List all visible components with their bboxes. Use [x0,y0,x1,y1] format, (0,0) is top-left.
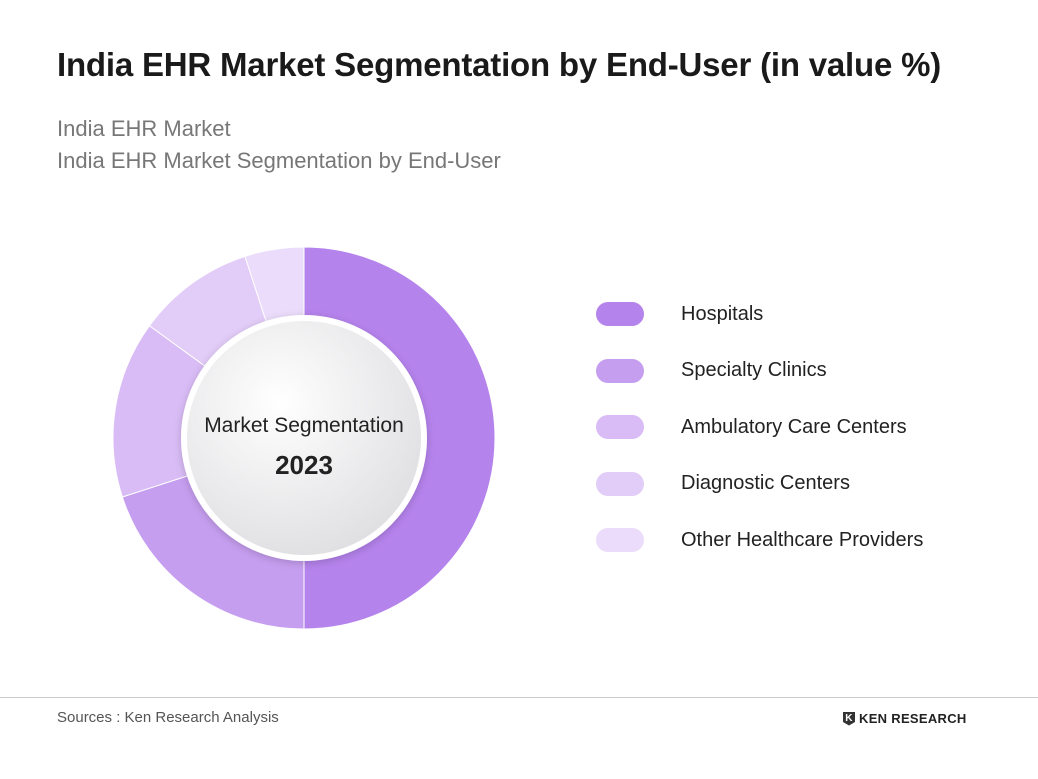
page-title: India EHR Market Segmentation by End-Use… [57,46,942,83]
legend-swatch [596,415,644,439]
source-text: Sources : Ken Research Analysis [57,709,279,726]
logo-text: KEN RESEARCH [859,711,967,726]
legend-label: Ambulatory Care Centers [681,415,907,438]
legend-item: Hospitals [596,302,763,326]
legend-item: Diagnostic Centers [596,471,850,496]
legend-swatch [596,358,644,383]
legend-item: Ambulatory Care Centers [596,415,907,439]
ken-research-logo: K KEN RESEARCH [843,711,967,726]
legend-label: Diagnostic Centers [681,472,850,494]
center-label: Market Segmentation [204,414,404,437]
logo-shield-icon: K [843,711,855,726]
legend-swatch [596,471,644,496]
donut-center [181,315,427,561]
footer-divider [0,697,1038,698]
subtitle-market: India EHR Market [57,116,231,141]
center-year: 2023 [275,450,333,480]
legend-label: Specialty Clinics [681,359,827,381]
legend-item: Other Healthcare Providers [596,528,923,552]
legend-swatch [596,528,644,552]
legend-label: Hospitals [681,302,764,325]
legend-item: Specialty Clinics [596,358,827,383]
subtitle-segmentation: India EHR Market Segmentation by End-Use… [57,148,501,173]
legend-label: Other Healthcare Providers [681,528,924,551]
legend-swatch [596,302,644,326]
